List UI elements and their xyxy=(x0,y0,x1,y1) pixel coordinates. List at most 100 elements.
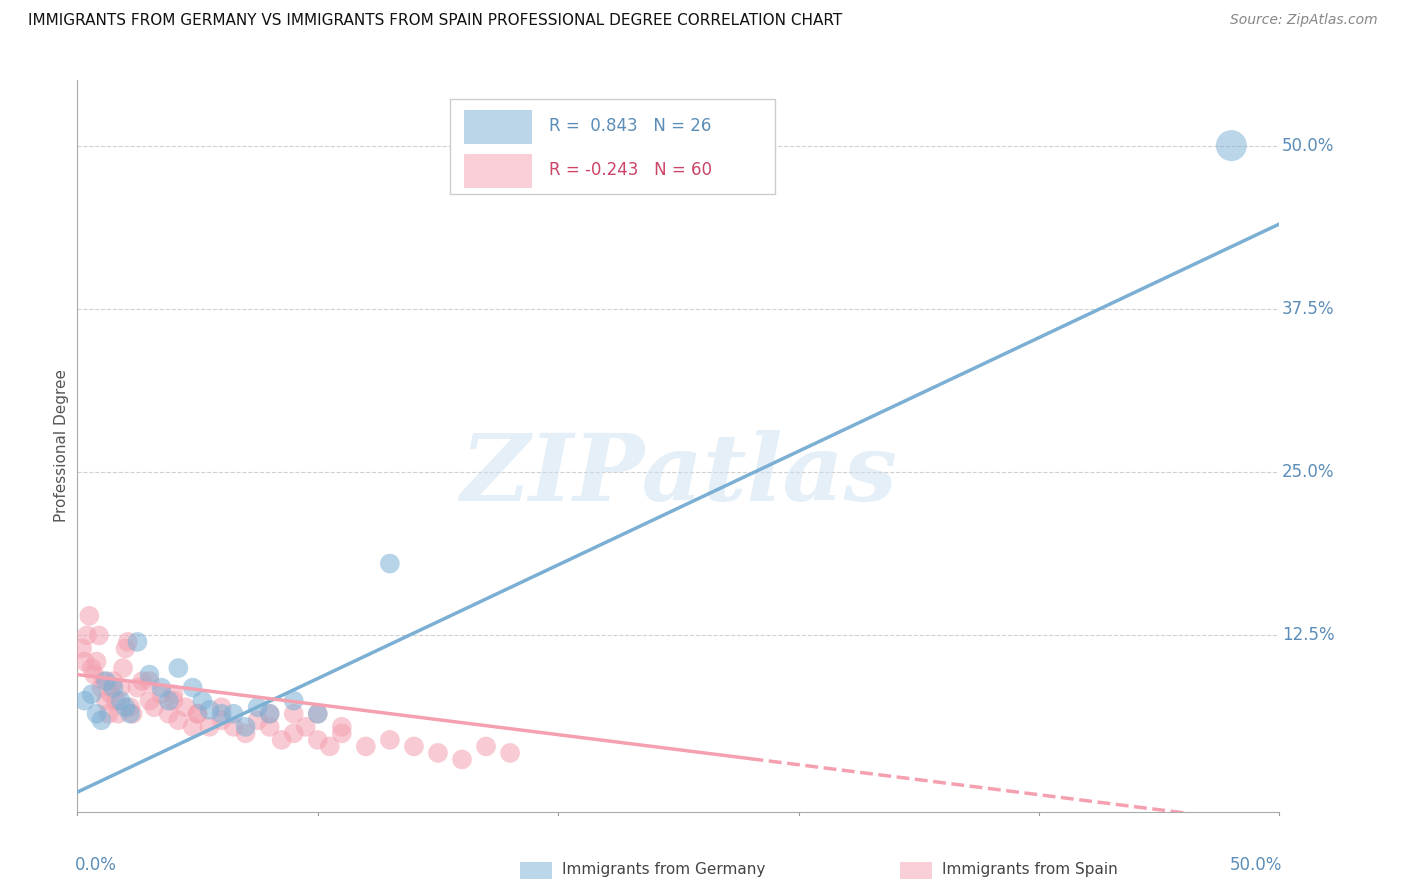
Text: Immigrants from Germany: Immigrants from Germany xyxy=(562,863,766,877)
Point xyxy=(131,674,153,689)
Text: 25.0%: 25.0% xyxy=(1282,463,1334,481)
Point xyxy=(211,714,233,728)
Point xyxy=(427,746,450,760)
Point xyxy=(294,720,316,734)
Point xyxy=(150,681,173,695)
Point xyxy=(330,720,353,734)
Text: Immigrants from Spain: Immigrants from Spain xyxy=(942,863,1118,877)
Point xyxy=(114,700,136,714)
Point xyxy=(186,706,209,721)
FancyBboxPatch shape xyxy=(464,153,530,186)
Text: 0.0%: 0.0% xyxy=(75,855,117,873)
Point xyxy=(103,681,125,695)
Point xyxy=(96,694,118,708)
Point xyxy=(191,694,214,708)
Point xyxy=(246,714,269,728)
Point xyxy=(259,706,281,721)
Point xyxy=(475,739,498,754)
Point xyxy=(283,706,305,721)
Point xyxy=(143,700,166,714)
Y-axis label: Professional Degree: Professional Degree xyxy=(53,369,69,523)
Point xyxy=(73,694,96,708)
Point xyxy=(86,655,108,669)
Point xyxy=(259,720,281,734)
Point xyxy=(198,703,221,717)
Point xyxy=(181,720,204,734)
Point xyxy=(150,687,173,701)
Point xyxy=(307,706,329,721)
Point xyxy=(222,720,245,734)
Point xyxy=(110,694,132,708)
Point xyxy=(162,687,184,701)
Text: 37.5%: 37.5% xyxy=(1282,300,1334,318)
Point xyxy=(90,714,112,728)
Text: 50.0%: 50.0% xyxy=(1229,855,1282,873)
Point xyxy=(104,694,127,708)
Point xyxy=(378,732,401,747)
Point xyxy=(127,681,149,695)
Point xyxy=(117,635,139,649)
Point xyxy=(121,706,143,721)
Point xyxy=(319,739,342,754)
Point xyxy=(110,681,132,695)
Point xyxy=(402,739,425,754)
Point xyxy=(270,732,292,747)
Point xyxy=(157,694,180,708)
Text: 12.5%: 12.5% xyxy=(1282,626,1334,644)
Point xyxy=(80,687,103,701)
Point xyxy=(157,706,180,721)
Point xyxy=(103,674,125,689)
Point xyxy=(120,706,142,721)
Point xyxy=(138,667,160,681)
Point xyxy=(83,667,105,681)
Point xyxy=(80,661,103,675)
Point xyxy=(79,608,101,623)
Point xyxy=(378,557,401,571)
Text: R =  0.843   N = 26: R = 0.843 N = 26 xyxy=(548,118,711,136)
Point xyxy=(114,641,136,656)
Point xyxy=(330,726,353,740)
Point xyxy=(307,732,329,747)
Point xyxy=(87,628,110,642)
Point xyxy=(181,681,204,695)
Point xyxy=(259,706,281,721)
Point xyxy=(283,726,305,740)
Text: R = -0.243   N = 60: R = -0.243 N = 60 xyxy=(548,161,711,179)
Point xyxy=(96,674,118,689)
Point xyxy=(138,694,160,708)
FancyBboxPatch shape xyxy=(450,99,775,194)
Point xyxy=(211,700,233,714)
Point xyxy=(76,628,98,642)
Point xyxy=(73,655,96,669)
Point xyxy=(90,681,112,695)
Point xyxy=(235,726,257,740)
Point xyxy=(451,752,474,766)
Point xyxy=(1220,138,1243,153)
Point xyxy=(167,661,190,675)
Point xyxy=(246,700,269,714)
Text: ZIPatlas: ZIPatlas xyxy=(460,430,897,520)
Point xyxy=(127,635,149,649)
Point xyxy=(174,700,197,714)
FancyBboxPatch shape xyxy=(464,110,530,143)
Point xyxy=(167,714,190,728)
Point xyxy=(138,674,160,689)
Point xyxy=(222,706,245,721)
Point xyxy=(307,706,329,721)
Point xyxy=(111,661,134,675)
Point xyxy=(499,746,522,760)
Point xyxy=(354,739,377,754)
Text: IMMIGRANTS FROM GERMANY VS IMMIGRANTS FROM SPAIN PROFESSIONAL DEGREE CORRELATION: IMMIGRANTS FROM GERMANY VS IMMIGRANTS FR… xyxy=(28,13,842,29)
Point xyxy=(235,720,257,734)
Point xyxy=(211,706,233,721)
Point xyxy=(70,641,93,656)
Text: 50.0%: 50.0% xyxy=(1282,136,1334,154)
Point xyxy=(93,674,115,689)
Point xyxy=(86,706,108,721)
Point xyxy=(186,706,209,721)
Point xyxy=(198,720,221,734)
Point xyxy=(120,700,142,714)
Point xyxy=(100,687,122,701)
Point xyxy=(283,694,305,708)
Point xyxy=(97,706,120,721)
